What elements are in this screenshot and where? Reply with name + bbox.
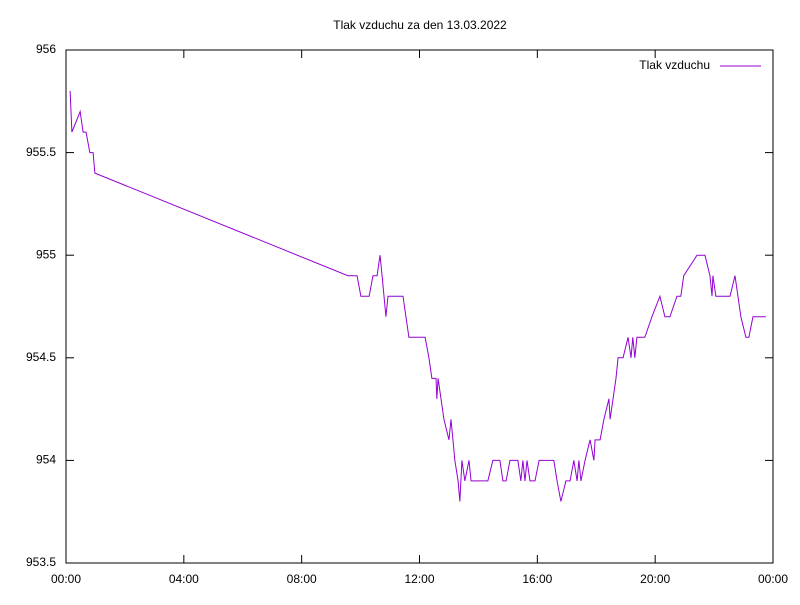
y-tick-label: 954.5 [26,350,56,364]
x-tick-label: 00:00 [758,572,788,586]
x-tick-label: 08:00 [287,572,317,586]
y-tick-label: 954 [36,453,56,467]
y-tick-label: 953.5 [26,555,56,569]
x-tick-label: 16:00 [522,572,552,586]
y-tick-label: 955 [36,247,56,261]
x-tick-label: 20:00 [640,572,670,586]
x-tick-label: 12:00 [404,572,434,586]
chart-title: Tlak vzduchu za den 13.03.2022 [333,18,507,32]
data-line [69,91,766,502]
x-tick-label: 04:00 [169,572,199,586]
y-tick-label: 955.5 [26,145,56,159]
legend-label: Tlak vzduchu [639,58,710,72]
y-tick-label: 956 [36,42,56,56]
x-tick-label: 00:00 [51,572,81,586]
